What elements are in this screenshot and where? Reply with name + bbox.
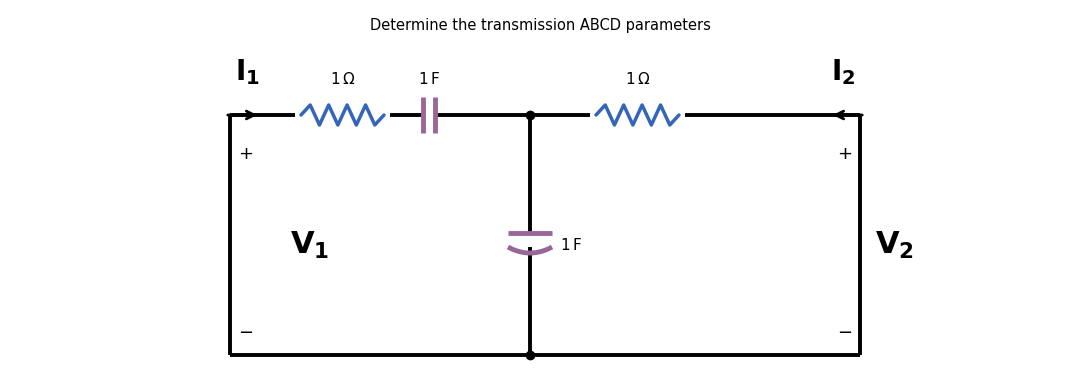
Text: +: + [238,145,253,163]
Text: $1\,\Omega$: $1\,\Omega$ [329,71,355,87]
Text: −: − [238,324,253,342]
Text: $\mathbf{I_2}$: $\mathbf{I_2}$ [831,57,855,87]
Text: +: + [837,145,852,163]
Text: $1\,\mathrm{F}$: $1\,\mathrm{F}$ [418,71,440,87]
Text: $\mathbf{I_1}$: $\mathbf{I_1}$ [235,57,260,87]
Text: $\mathbf{V_1}$: $\mathbf{V_1}$ [291,230,329,261]
Text: $\mathbf{V_2}$: $\mathbf{V_2}$ [875,230,914,261]
Text: −: − [837,324,852,342]
Text: $1\,\mathrm{F}$: $1\,\mathrm{F}$ [561,237,582,253]
Text: $1\,\Omega$: $1\,\Omega$ [625,71,650,87]
Text: Determine the transmission ABCD parameters: Determine the transmission ABCD paramete… [369,18,711,33]
